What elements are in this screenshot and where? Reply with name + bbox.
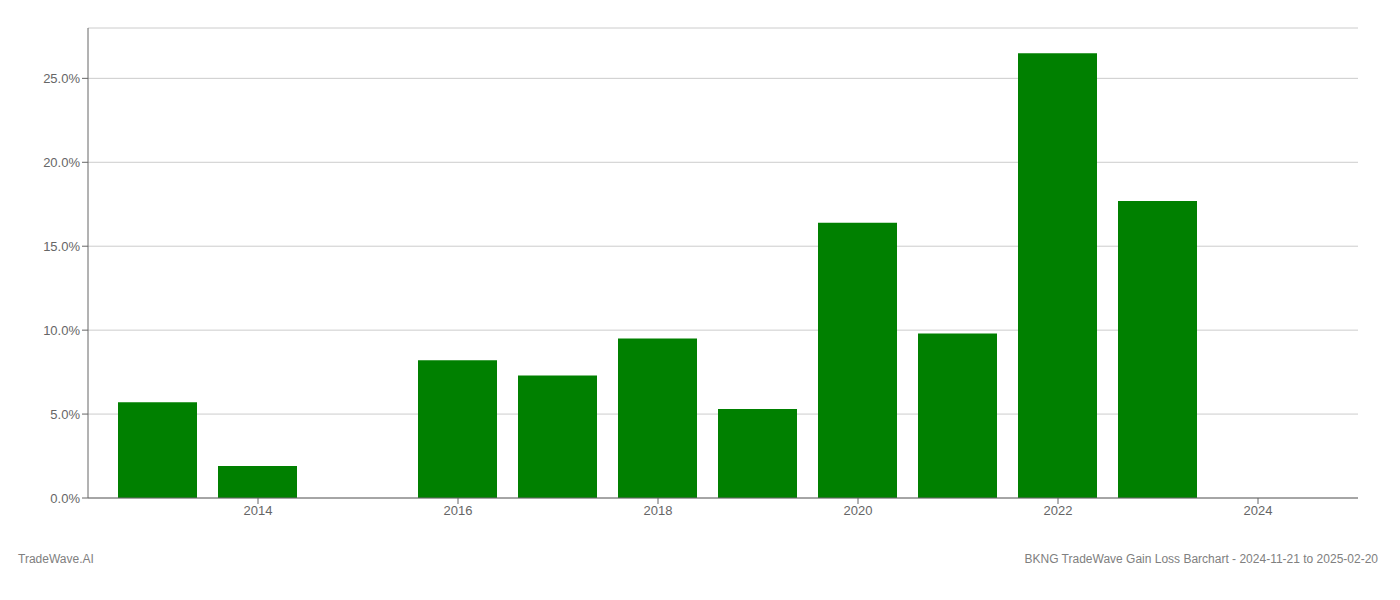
svg-text:2020: 2020 (844, 503, 873, 518)
html-text:BKNG TradeWave Gain Loss Barch: BKNG TradeWave Gain Loss Barchart - 2024… (1024, 552, 1378, 566)
svg-text:20.0%: 20.0% (43, 155, 80, 170)
svg-text:0.0%: 0.0% (50, 491, 80, 506)
svg-text:25.0%: 25.0% (43, 71, 80, 86)
svg-text:2022: 2022 (1044, 503, 1073, 518)
svg-text:10.0%: 10.0% (43, 323, 80, 338)
svg-text:2016: 2016 (444, 503, 473, 518)
svg-text:2014: 2014 (244, 503, 273, 518)
svg-text:2018: 2018 (644, 503, 673, 518)
svg-text:2024: 2024 (1244, 503, 1273, 518)
svg-text:15.0%: 15.0% (43, 239, 80, 254)
svg-text:5.0%: 5.0% (50, 407, 80, 422)
html-text:TradeWave.AI: TradeWave.AI (18, 552, 94, 566)
